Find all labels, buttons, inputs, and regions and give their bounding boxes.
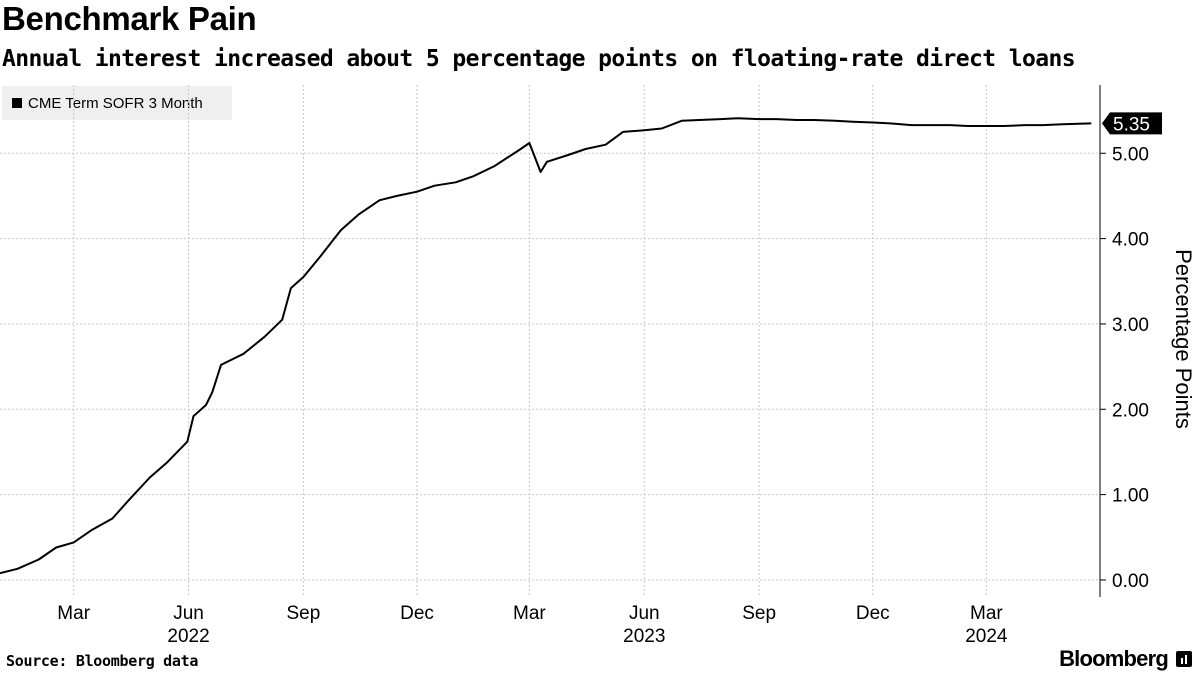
bloomberg-chart-icon bbox=[1176, 651, 1192, 667]
last-value-badge bbox=[1102, 112, 1162, 135]
series bbox=[0, 117, 1092, 575]
last-value-tag: 5.35 bbox=[1102, 112, 1162, 135]
x-year-label: 2022 bbox=[167, 626, 209, 647]
grid bbox=[0, 85, 1100, 597]
x-tick-label: Mar bbox=[970, 603, 1003, 624]
y-tick-label: 0.00 bbox=[1112, 571, 1149, 592]
series-line bbox=[0, 117, 1092, 575]
x-year-label: 2024 bbox=[965, 626, 1008, 647]
x-tick-label: Jun bbox=[173, 603, 204, 624]
chart-subtitle: Annual interest increased about 5 percen… bbox=[2, 46, 1076, 72]
value-labels: 5.35 bbox=[1102, 112, 1162, 135]
x-tick-label: Jun bbox=[629, 603, 660, 624]
y-tick-label: 4.00 bbox=[1112, 230, 1149, 251]
last-value-label: 5.35 bbox=[1113, 114, 1150, 135]
axes: 0.00 1.00 2.00 3.00 4.00 5.00 Mar Jun Sep Dec Mar J… bbox=[57, 85, 1196, 647]
legend: CME Term SOFR 3 Month bbox=[2, 86, 232, 120]
y-tick-label: 1.00 bbox=[1112, 486, 1149, 507]
y-axis-title: Percentage Points bbox=[1171, 249, 1196, 429]
legend-label: CME Term SOFR 3 Month bbox=[28, 94, 203, 112]
x-tick-label: Dec bbox=[856, 603, 890, 624]
brand-logo: Bloomberg bbox=[1059, 646, 1169, 671]
y-tick-label: 5.00 bbox=[1112, 144, 1149, 165]
source-note: Source: Bloomberg data bbox=[6, 652, 199, 670]
x-tick-label: Sep bbox=[742, 603, 776, 624]
legend-swatch-icon bbox=[12, 98, 22, 108]
y-tick-label: 2.00 bbox=[1112, 400, 1149, 421]
chart-title: Benchmark Pain bbox=[2, 0, 257, 37]
y-tick-label: 3.00 bbox=[1112, 315, 1149, 336]
x-year-label: 2023 bbox=[623, 626, 665, 647]
x-tick-label: Mar bbox=[513, 603, 546, 624]
x-tick-label: Dec bbox=[400, 603, 434, 624]
x-tick-label: Mar bbox=[57, 603, 90, 624]
x-tick-label: Sep bbox=[286, 603, 320, 624]
